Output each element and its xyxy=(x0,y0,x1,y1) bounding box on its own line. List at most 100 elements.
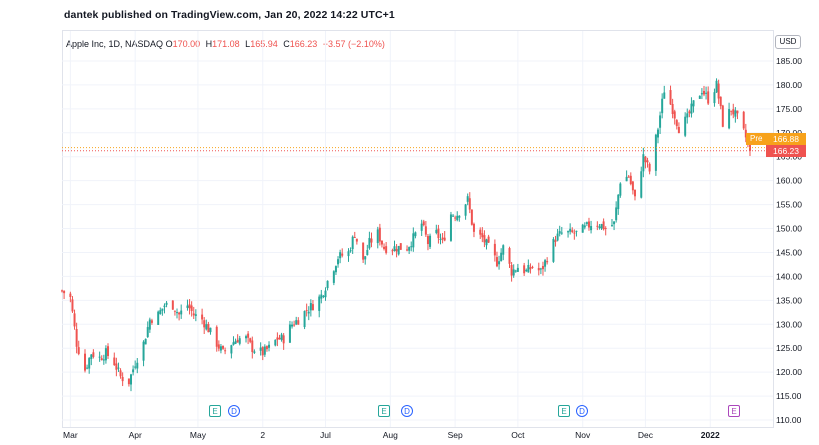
dividend-event-marker[interactable]: D xyxy=(576,405,588,417)
candle-body xyxy=(728,109,731,129)
candle-body xyxy=(721,105,724,127)
candle-body xyxy=(215,326,218,347)
candle-body xyxy=(205,324,208,330)
candle-body xyxy=(414,232,417,237)
candle-body xyxy=(512,269,515,276)
publisher-line: dantek published on TradingView.com, Jan… xyxy=(64,9,395,21)
candle-body xyxy=(249,338,252,342)
candle-body xyxy=(132,369,135,373)
candle-body xyxy=(148,319,151,330)
candle-body xyxy=(558,231,561,234)
candle-body xyxy=(297,320,300,325)
candle-body xyxy=(173,310,176,312)
candle-body xyxy=(90,354,93,359)
candle-body xyxy=(236,339,239,343)
candle-body xyxy=(495,257,498,267)
candle-body xyxy=(625,176,628,182)
candle-body xyxy=(370,238,373,243)
candle-body xyxy=(420,223,423,231)
candle-body xyxy=(161,308,164,311)
x-tick-label: Aug xyxy=(383,430,398,440)
candle-body xyxy=(144,338,147,345)
candle-body xyxy=(159,310,162,314)
candle-body xyxy=(320,294,323,299)
y-tick-label: 155.00 xyxy=(776,200,802,210)
high-value: 171.08 xyxy=(212,39,240,49)
currency-button[interactable]: USD xyxy=(775,35,801,49)
candle-body xyxy=(629,175,632,185)
candle-body xyxy=(435,229,438,233)
candle-body xyxy=(732,109,735,115)
candle-body xyxy=(575,230,578,232)
candle-body xyxy=(207,324,210,333)
candle-body xyxy=(556,233,559,241)
dividend-event-marker[interactable]: D xyxy=(228,405,240,417)
candle-body xyxy=(238,338,241,344)
dividend-event-marker[interactable]: D xyxy=(401,405,413,417)
open-key: O xyxy=(165,39,173,49)
candle-body xyxy=(86,367,89,369)
candle-body xyxy=(627,176,630,178)
candle-body xyxy=(742,111,745,129)
candle-body xyxy=(539,268,542,270)
candle-body xyxy=(531,266,534,268)
candle-body xyxy=(692,100,695,107)
candle-body xyxy=(353,236,356,238)
candle-body xyxy=(355,238,358,242)
candle-body xyxy=(546,261,549,263)
candle-body xyxy=(464,204,467,216)
x-tick-label: 2 xyxy=(260,430,265,440)
candle-body xyxy=(688,111,691,114)
candle-body xyxy=(552,239,555,262)
y-tick-label: 170.00 xyxy=(776,128,802,138)
earnings-event-marker[interactable]: E xyxy=(209,405,221,417)
y-tick-label: 115.00 xyxy=(776,391,802,401)
candle-body xyxy=(619,183,622,196)
candle-body xyxy=(322,295,325,297)
candle-body xyxy=(311,304,314,311)
candle-body xyxy=(303,311,306,328)
candle-body xyxy=(75,329,78,347)
candle-body xyxy=(441,237,444,240)
candle-body xyxy=(631,181,634,191)
candle-body xyxy=(98,356,101,358)
candle-body xyxy=(659,115,662,128)
candle-body xyxy=(339,252,342,259)
candle-body xyxy=(443,237,446,241)
candle-body xyxy=(454,217,457,219)
candle-body xyxy=(604,228,607,230)
candle-body xyxy=(479,229,482,235)
candle-body xyxy=(115,363,118,370)
candle-body xyxy=(92,352,95,357)
candle-body xyxy=(397,246,400,255)
candle-body xyxy=(399,243,402,250)
y-tick-label: 120.00 xyxy=(776,367,802,377)
candle-body xyxy=(470,209,473,225)
candle-body xyxy=(178,312,181,315)
candle-body xyxy=(186,305,189,308)
y-tick-label: 125.00 xyxy=(776,343,802,353)
candle-body xyxy=(684,116,687,136)
candle-body xyxy=(383,246,386,249)
candle-body xyxy=(332,271,335,283)
upcoming-earnings-marker[interactable]: E xyxy=(728,405,740,417)
candle-body xyxy=(324,290,327,298)
candle-body xyxy=(671,104,674,115)
candle-body xyxy=(100,358,103,361)
candle-body xyxy=(318,296,321,311)
candle-body xyxy=(307,311,310,314)
candle-body xyxy=(656,129,659,138)
candle-body xyxy=(188,304,191,309)
candle-body xyxy=(617,194,620,210)
candle-body xyxy=(180,310,183,315)
candle-body xyxy=(113,357,116,366)
candle-body xyxy=(525,269,528,272)
earnings-event-marker[interactable]: E xyxy=(378,405,390,417)
candle-body xyxy=(500,252,503,262)
earnings-event-marker[interactable]: E xyxy=(558,405,570,417)
candle-body xyxy=(88,358,91,369)
candle-body xyxy=(541,265,544,270)
candle-body xyxy=(744,129,747,138)
candle-body xyxy=(203,320,206,328)
